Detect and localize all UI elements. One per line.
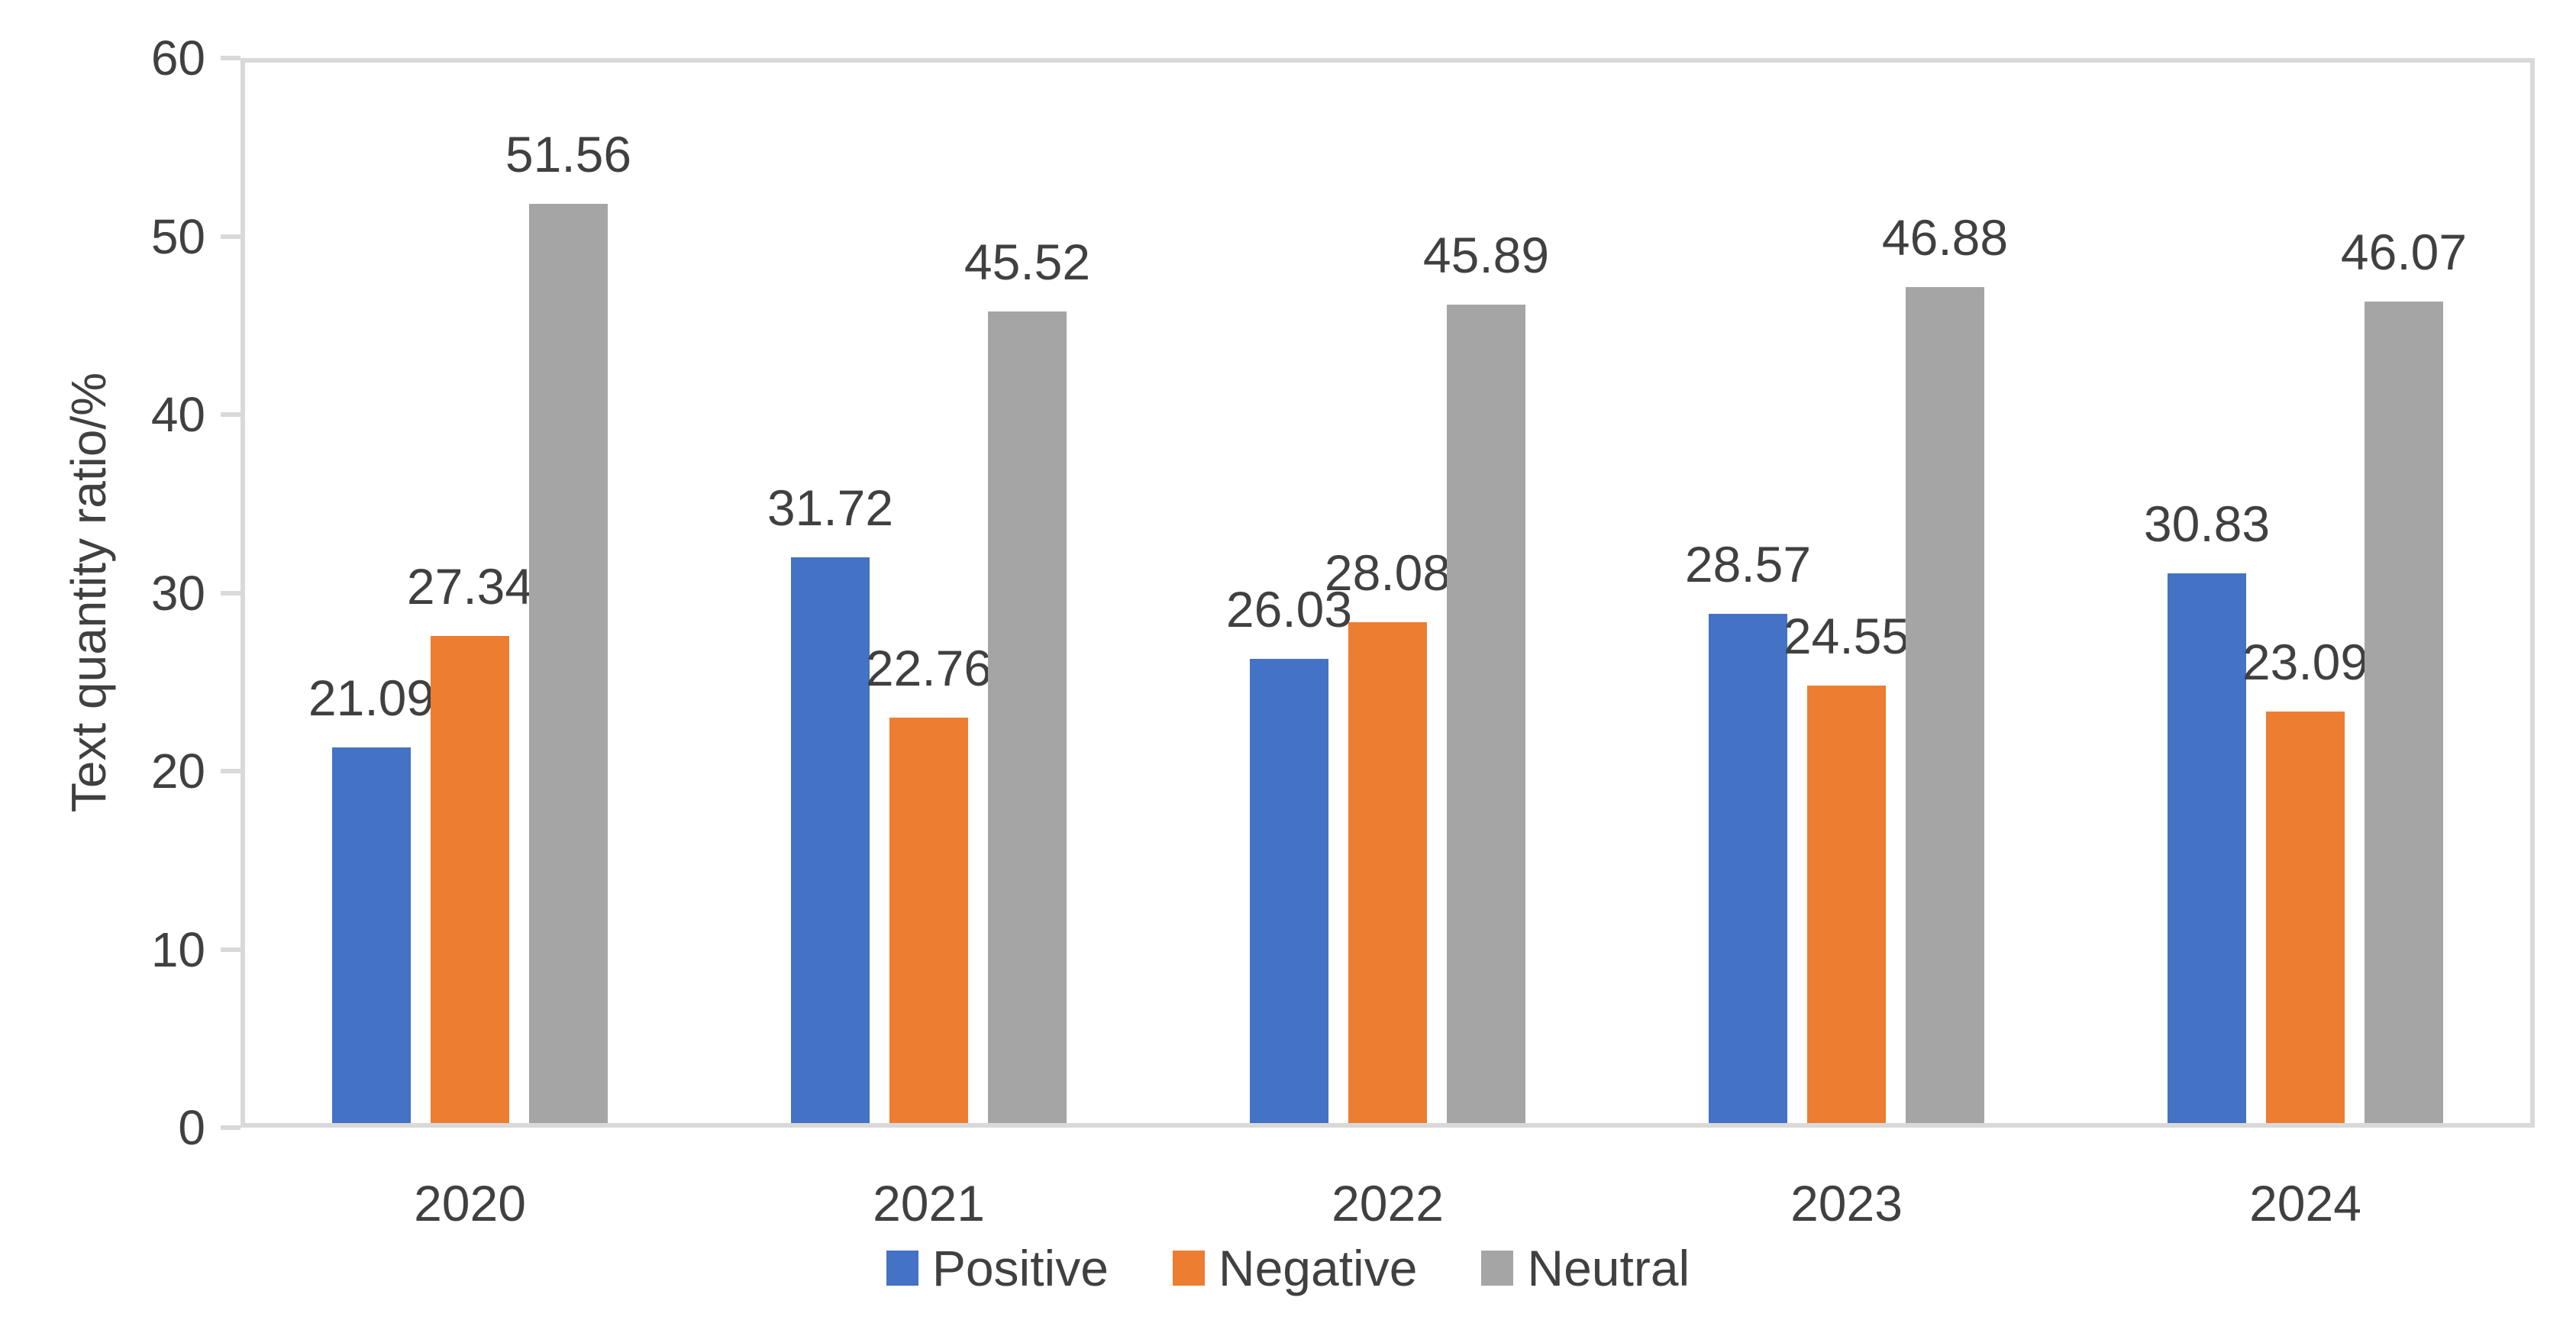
legend-label-negative: Negative [1218,1240,1418,1296]
legend-item-neutral: Neutral [1481,1243,1690,1293]
bar-negative-2024 [2266,711,2345,1123]
bar-negative-2023 [1807,685,1886,1123]
data-label-neutral-2021: 45.52 [964,234,1091,291]
bar-neutral-2024 [2365,302,2443,1123]
y-tick-mark-40 [221,412,240,417]
legend-swatch-neutral [1481,1251,1514,1286]
bar-neutral-2021 [988,311,1067,1123]
bar-positive-2023 [1709,613,1787,1123]
legend-label-neutral: Neutral [1527,1240,1690,1296]
legend-label-positive: Positive [931,1240,1109,1296]
bar-negative-2021 [889,717,968,1123]
x-category-label-2020: 2020 [414,1175,526,1231]
data-label-neutral-2023: 46.88 [1881,209,2009,266]
y-tick-mark-60 [221,56,240,60]
y-tick-mark-50 [221,234,240,239]
data-label-positive-2022: 26.03 [1225,581,1353,638]
y-tick-label-0: 0 [178,1100,205,1155]
y-tick-mark-0 [221,1125,240,1130]
x-category-label-2024: 2024 [2249,1175,2361,1231]
legend-swatch-negative [1172,1251,1205,1286]
y-tick-mark-20 [221,769,240,773]
data-label-negative-2021: 22.76 [865,639,993,696]
bar-negative-2022 [1348,622,1427,1123]
y-tick-label-60: 60 [150,31,205,86]
y-tick-mark-10 [221,947,240,952]
y-tick-label-20: 20 [150,744,205,799]
data-label-positive-2023: 28.57 [1684,535,1812,592]
legend-item-negative: Negative [1172,1240,1418,1296]
x-category-label-2023: 2023 [1790,1175,1903,1231]
bar-neutral-2022 [1447,305,1525,1123]
bar-negative-2020 [431,635,509,1123]
x-category-label-2022: 2022 [1332,1175,1444,1231]
plot-area: 21.09 31.72 26.03 28.57 30.83 27.34 22.76 28.08… [240,58,2535,1128]
x-category-label-2021: 2021 [873,1175,985,1231]
data-label-negative-2020: 27.34 [406,557,534,615]
y-tick-label-40: 40 [150,387,205,442]
bar-neutral-2020 [529,204,608,1123]
chart-legend: Positive Negative Neutral [0,1243,2576,1293]
bar-positive-2022 [1250,659,1328,1123]
data-label-positive-2021: 31.72 [767,479,894,537]
y-tick-mark-30 [221,590,240,595]
data-label-negative-2023: 24.55 [1783,607,1910,664]
y-tick-label-10: 10 [150,921,205,977]
data-label-neutral-2024: 46.07 [2340,224,2468,281]
y-tick-label-30: 30 [150,565,205,621]
legend-swatch-positive [886,1251,918,1286]
bar-positive-2024 [2168,573,2246,1123]
data-label-negative-2024: 23.09 [2242,633,2369,690]
bar-positive-2020 [332,747,411,1123]
bar-positive-2021 [791,557,870,1123]
legend-item-positive: Positive [886,1243,1109,1293]
bar-neutral-2023 [1906,287,1984,1123]
data-label-positive-2024: 30.83 [2143,495,2271,553]
data-label-negative-2022: 28.08 [1324,544,1451,602]
data-label-positive-2020: 21.09 [308,669,435,726]
data-label-neutral-2020: 51.56 [505,126,632,183]
y-tick-label-50: 50 [150,208,205,264]
data-label-neutral-2022: 45.89 [1422,227,1550,284]
